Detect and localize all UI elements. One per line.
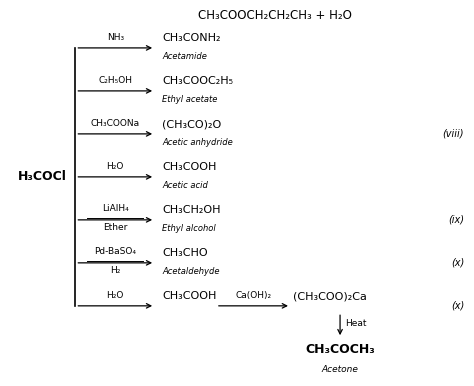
Text: Ethyl acetate: Ethyl acetate — [162, 95, 218, 104]
Text: (x): (x) — [451, 301, 464, 311]
Text: CH₃CH₂OH: CH₃CH₂OH — [162, 205, 220, 215]
Text: Ether: Ether — [103, 223, 128, 232]
Text: (ix): (ix) — [448, 215, 464, 225]
Text: Acetic acid: Acetic acid — [162, 181, 208, 190]
Text: Pd-BaSO₄: Pd-BaSO₄ — [94, 247, 136, 256]
Text: (CH₃CO)₂O: (CH₃CO)₂O — [162, 119, 221, 129]
Text: Acetone: Acetone — [322, 366, 358, 374]
Text: LiAlH₄: LiAlH₄ — [102, 204, 128, 213]
Text: CH₃COONa: CH₃COONa — [91, 119, 140, 128]
Text: CH₃COOH: CH₃COOH — [162, 162, 217, 172]
Text: H₂O: H₂O — [107, 162, 124, 171]
Text: Ca(OH)₂: Ca(OH)₂ — [235, 291, 272, 300]
Text: C₂H₅OH: C₂H₅OH — [98, 76, 132, 85]
Text: CH₃COOC₂H₅: CH₃COOC₂H₅ — [162, 76, 233, 86]
Text: (x): (x) — [451, 258, 464, 268]
Text: H₃COCl: H₃COCl — [18, 170, 67, 183]
Text: NH₃: NH₃ — [107, 33, 124, 42]
Text: Acetic anhydride: Acetic anhydride — [162, 138, 233, 147]
Text: CH₃COCH₃: CH₃COCH₃ — [305, 343, 375, 356]
Text: Ethyl alcohol: Ethyl alcohol — [162, 224, 216, 233]
Text: CH₃CONH₂: CH₃CONH₂ — [162, 33, 220, 43]
Text: CH₃COOCH₂CH₂CH₃ + H₂O: CH₃COOCH₂CH₂CH₃ + H₂O — [198, 9, 351, 22]
Text: Acetamide: Acetamide — [162, 52, 207, 61]
Text: Heat: Heat — [345, 319, 366, 328]
Text: (viii): (viii) — [443, 129, 464, 139]
Text: CH₃COOH: CH₃COOH — [162, 291, 217, 301]
Text: Acetaldehyde: Acetaldehyde — [162, 267, 219, 276]
Text: H₂O: H₂O — [107, 291, 124, 300]
Text: CH₃CHO: CH₃CHO — [162, 248, 208, 258]
Text: (CH₃COO)₂Ca: (CH₃COO)₂Ca — [293, 291, 367, 301]
Text: H₂: H₂ — [110, 266, 120, 275]
